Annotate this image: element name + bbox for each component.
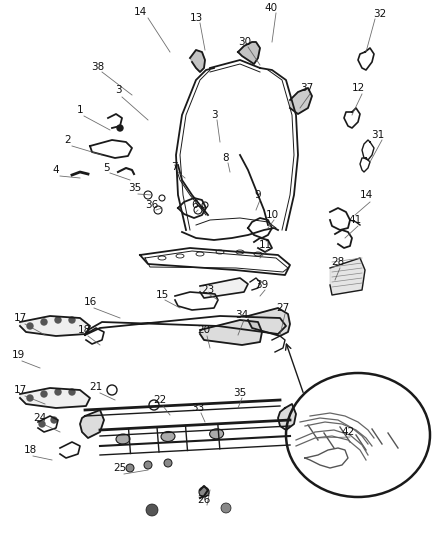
Text: 27: 27: [276, 303, 290, 313]
Ellipse shape: [161, 432, 175, 441]
Text: 9: 9: [254, 190, 261, 200]
Text: 20: 20: [198, 325, 211, 335]
Circle shape: [117, 125, 123, 131]
Polygon shape: [330, 258, 365, 295]
Text: 41: 41: [348, 215, 362, 225]
Polygon shape: [238, 42, 260, 64]
Text: 25: 25: [113, 463, 127, 473]
Ellipse shape: [210, 429, 223, 439]
Text: 35: 35: [233, 388, 247, 398]
Text: 15: 15: [155, 290, 169, 300]
Text: 21: 21: [89, 382, 102, 392]
Circle shape: [39, 421, 45, 427]
Text: 38: 38: [92, 62, 105, 72]
Text: 3: 3: [211, 110, 217, 120]
Circle shape: [55, 317, 61, 323]
Text: 8: 8: [223, 153, 230, 163]
Text: 32: 32: [373, 9, 387, 19]
Text: 18: 18: [23, 445, 37, 455]
Text: 10: 10: [265, 210, 279, 220]
Text: 26: 26: [198, 495, 211, 505]
Text: 39: 39: [255, 280, 268, 290]
Circle shape: [27, 395, 33, 401]
Ellipse shape: [116, 434, 130, 444]
Text: 23: 23: [201, 285, 215, 295]
Circle shape: [199, 487, 209, 497]
Text: 28: 28: [332, 257, 345, 267]
Text: 1: 1: [77, 105, 83, 115]
Text: 2: 2: [65, 135, 71, 145]
Polygon shape: [20, 316, 90, 336]
Text: 12: 12: [351, 83, 364, 93]
Text: 31: 31: [371, 130, 385, 140]
Circle shape: [51, 417, 57, 423]
Text: 33: 33: [191, 403, 205, 413]
Polygon shape: [248, 308, 290, 336]
Text: 13: 13: [189, 13, 203, 23]
Text: 7: 7: [171, 162, 177, 172]
Polygon shape: [200, 278, 248, 298]
Text: 14: 14: [359, 190, 373, 200]
Text: 17: 17: [14, 313, 27, 323]
Circle shape: [126, 464, 134, 472]
Text: 40: 40: [265, 3, 278, 13]
Text: 34: 34: [235, 310, 249, 320]
Text: 17: 17: [14, 385, 27, 395]
Circle shape: [221, 503, 231, 513]
Text: 3: 3: [115, 85, 121, 95]
Text: 35: 35: [128, 183, 141, 193]
Circle shape: [144, 461, 152, 469]
Polygon shape: [80, 410, 104, 438]
Circle shape: [55, 389, 61, 395]
Text: 18: 18: [78, 325, 91, 335]
Circle shape: [164, 459, 172, 467]
Polygon shape: [290, 88, 312, 114]
Text: 24: 24: [33, 413, 46, 423]
Polygon shape: [278, 404, 296, 430]
Text: 4: 4: [53, 165, 59, 175]
Circle shape: [41, 391, 47, 397]
Text: 6: 6: [192, 200, 198, 210]
Text: 36: 36: [145, 200, 159, 210]
Circle shape: [69, 317, 75, 323]
Text: 5: 5: [102, 163, 110, 173]
Text: 14: 14: [134, 7, 147, 17]
Text: 37: 37: [300, 83, 314, 93]
Polygon shape: [20, 388, 90, 408]
Text: 42: 42: [341, 427, 355, 437]
Text: 22: 22: [153, 395, 166, 405]
Circle shape: [69, 389, 75, 395]
Circle shape: [146, 504, 158, 516]
Text: 16: 16: [83, 297, 97, 307]
Circle shape: [27, 323, 33, 329]
Polygon shape: [200, 320, 262, 345]
Text: 30: 30: [238, 37, 251, 47]
Circle shape: [41, 319, 47, 325]
Text: 11: 11: [258, 240, 272, 250]
Polygon shape: [190, 50, 205, 72]
Text: 19: 19: [11, 350, 25, 360]
